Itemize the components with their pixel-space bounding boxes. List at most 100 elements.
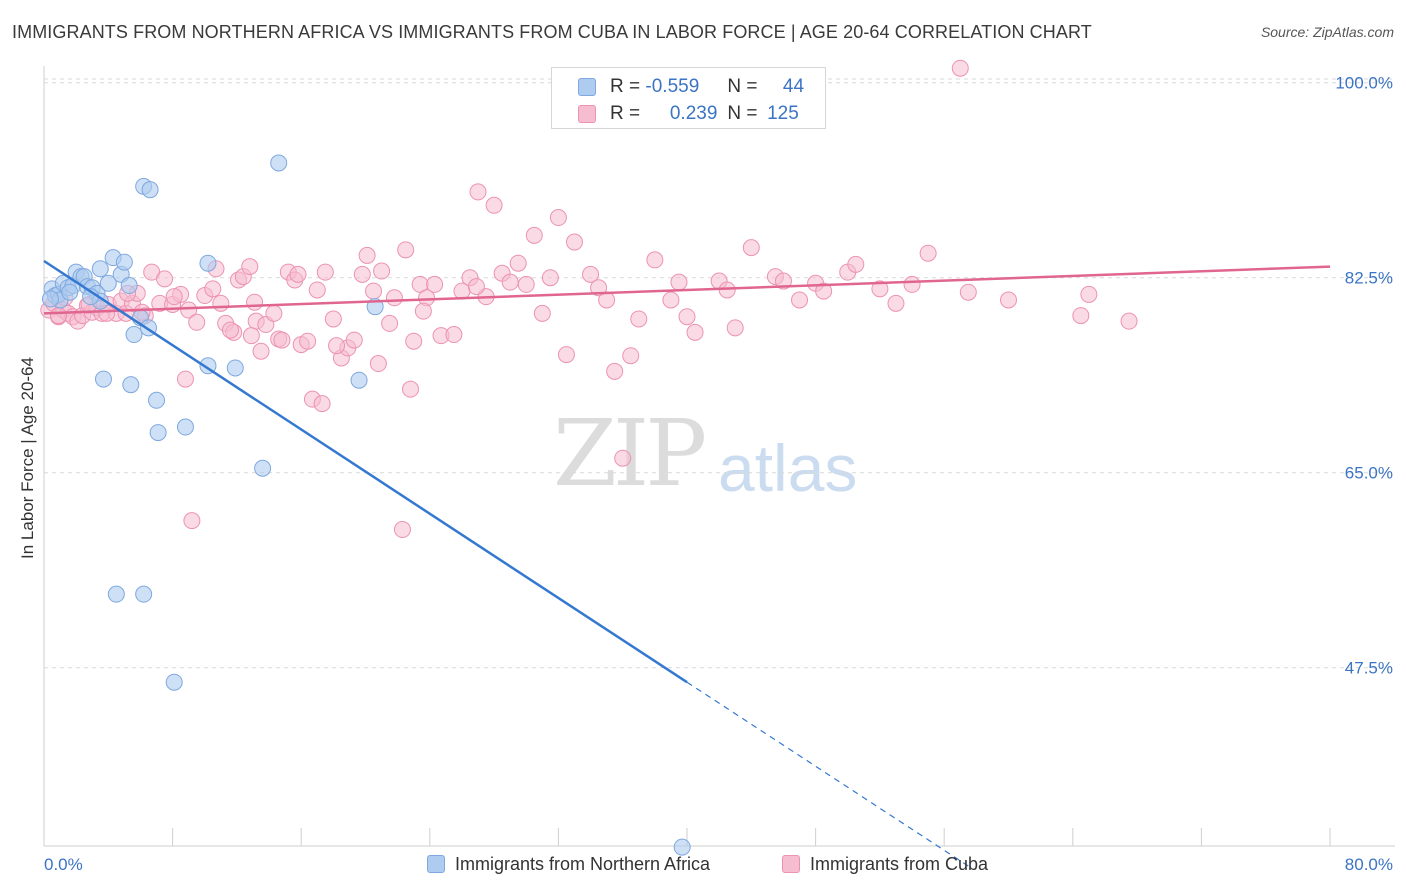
cuba-point	[662, 291, 680, 309]
cuba-point	[49, 307, 67, 325]
cuba-point	[557, 346, 575, 364]
cuba-point	[598, 291, 616, 309]
cuba-point	[565, 233, 583, 251]
n-label: N =	[727, 103, 758, 124]
northern-africa-point	[120, 277, 138, 295]
northern-africa-point	[254, 459, 272, 477]
cuba-point	[212, 294, 230, 312]
cuba-point	[381, 314, 399, 332]
legend-label: Immigrants from Northern Africa	[455, 853, 711, 874]
cuba-point	[397, 241, 415, 259]
source-label: Source: ZipAtlas.com	[1260, 24, 1394, 40]
cuba-point	[183, 512, 201, 530]
cuba-point	[791, 291, 809, 309]
blue-swatch	[578, 78, 596, 96]
y-tick-label: 100.0%	[1335, 74, 1393, 93]
r-label: R =	[610, 103, 641, 124]
y-tick-label: 65.0%	[1345, 464, 1393, 483]
northern-africa-trend-line	[43, 259, 688, 684]
cuba-point	[590, 279, 608, 297]
pink-swatch	[578, 105, 596, 123]
cuba-point	[299, 332, 317, 350]
r-value: -0.559	[645, 76, 700, 97]
northern-africa-point	[350, 371, 368, 389]
cuba-point	[501, 273, 519, 291]
legend-item-cuba: Immigrants from Cuba	[782, 852, 988, 876]
cuba-point	[903, 275, 921, 293]
northern-africa-point	[165, 673, 183, 691]
cuba-point	[373, 262, 391, 280]
chart-title: IMMIGRANTS FROM NORTHERN AFRICA VS IMMIG…	[12, 22, 1092, 42]
cuba-point	[517, 275, 535, 293]
cuba-point	[549, 209, 567, 227]
northern-africa-point	[99, 274, 117, 292]
r-value: 0.239	[669, 103, 718, 124]
x-tick-label: 80.0%	[1345, 855, 1393, 874]
watermark-atlas: atlas	[718, 431, 858, 505]
axes	[43, 66, 1395, 847]
blue-swatch	[427, 855, 445, 873]
cuba-point	[959, 283, 977, 301]
y-tick-label: 47.5%	[1345, 659, 1393, 678]
cuba-trend-line	[43, 265, 1331, 315]
cuba-point	[1072, 307, 1090, 325]
northern-africa-point	[199, 254, 217, 272]
grid-lines	[44, 78, 1395, 669]
cuba-point	[525, 226, 543, 244]
cuba-point	[951, 59, 969, 77]
cuba-point	[324, 310, 342, 328]
cuba-point	[726, 319, 744, 337]
cuba-point	[614, 449, 632, 467]
cuba-point	[316, 263, 334, 281]
cuba-point	[485, 196, 503, 214]
cuba-point	[426, 275, 444, 293]
cuba-point	[646, 251, 664, 269]
cuba-point	[328, 337, 346, 355]
cuba-point	[405, 332, 423, 350]
n-value: 125	[767, 103, 799, 124]
cuba-point	[815, 282, 833, 300]
n-value: 44	[782, 76, 805, 97]
cuba-point	[241, 258, 259, 276]
cuba-point	[289, 265, 307, 283]
northern-africa-point	[115, 253, 133, 271]
northern-africa-trend-extension	[686, 681, 969, 867]
pink-swatch	[782, 855, 800, 873]
northern-africa-point	[61, 283, 79, 301]
northern-africa-point	[135, 585, 153, 603]
tick-labels: 47.5% 65.0% 82.5% 100.0% 0.0% 80.0%	[44, 74, 1393, 874]
northern-africa-point	[673, 838, 691, 856]
cuba-point	[622, 347, 640, 365]
r-label: R =	[610, 76, 641, 97]
cuba-point	[533, 304, 551, 322]
northern-africa-point	[122, 376, 140, 394]
cuba-point	[718, 281, 736, 299]
cuba-point	[467, 278, 485, 296]
cuba-point	[221, 321, 239, 339]
cuba-point	[414, 302, 432, 320]
cuba-point	[630, 310, 648, 328]
cuba-point	[606, 362, 624, 380]
cuba-point	[774, 272, 792, 290]
cuba-point	[541, 269, 559, 287]
cuba-point	[308, 281, 326, 299]
cuba-point	[1120, 312, 1138, 330]
cuba-point	[1000, 291, 1017, 309]
y-tick-label: 82.5%	[1345, 269, 1393, 288]
cuba-point	[242, 327, 260, 345]
cuba-point	[582, 265, 600, 283]
cuba-point	[385, 289, 403, 307]
cuba-point	[252, 342, 270, 360]
x-tick-label: 0.0%	[44, 855, 83, 874]
northern-africa-point	[149, 424, 167, 442]
northern-africa-point	[176, 418, 194, 436]
northern-africa-point	[226, 359, 244, 377]
cuba-point	[345, 331, 363, 349]
legend-row-cuba: R = 0.239 N = 125	[578, 102, 799, 126]
cuba-point	[670, 273, 688, 291]
cuba-point	[180, 301, 198, 319]
cuba-point	[469, 183, 487, 201]
cuba-point	[176, 370, 194, 388]
cuba-point	[919, 244, 937, 262]
northern-africa-point	[148, 391, 166, 409]
